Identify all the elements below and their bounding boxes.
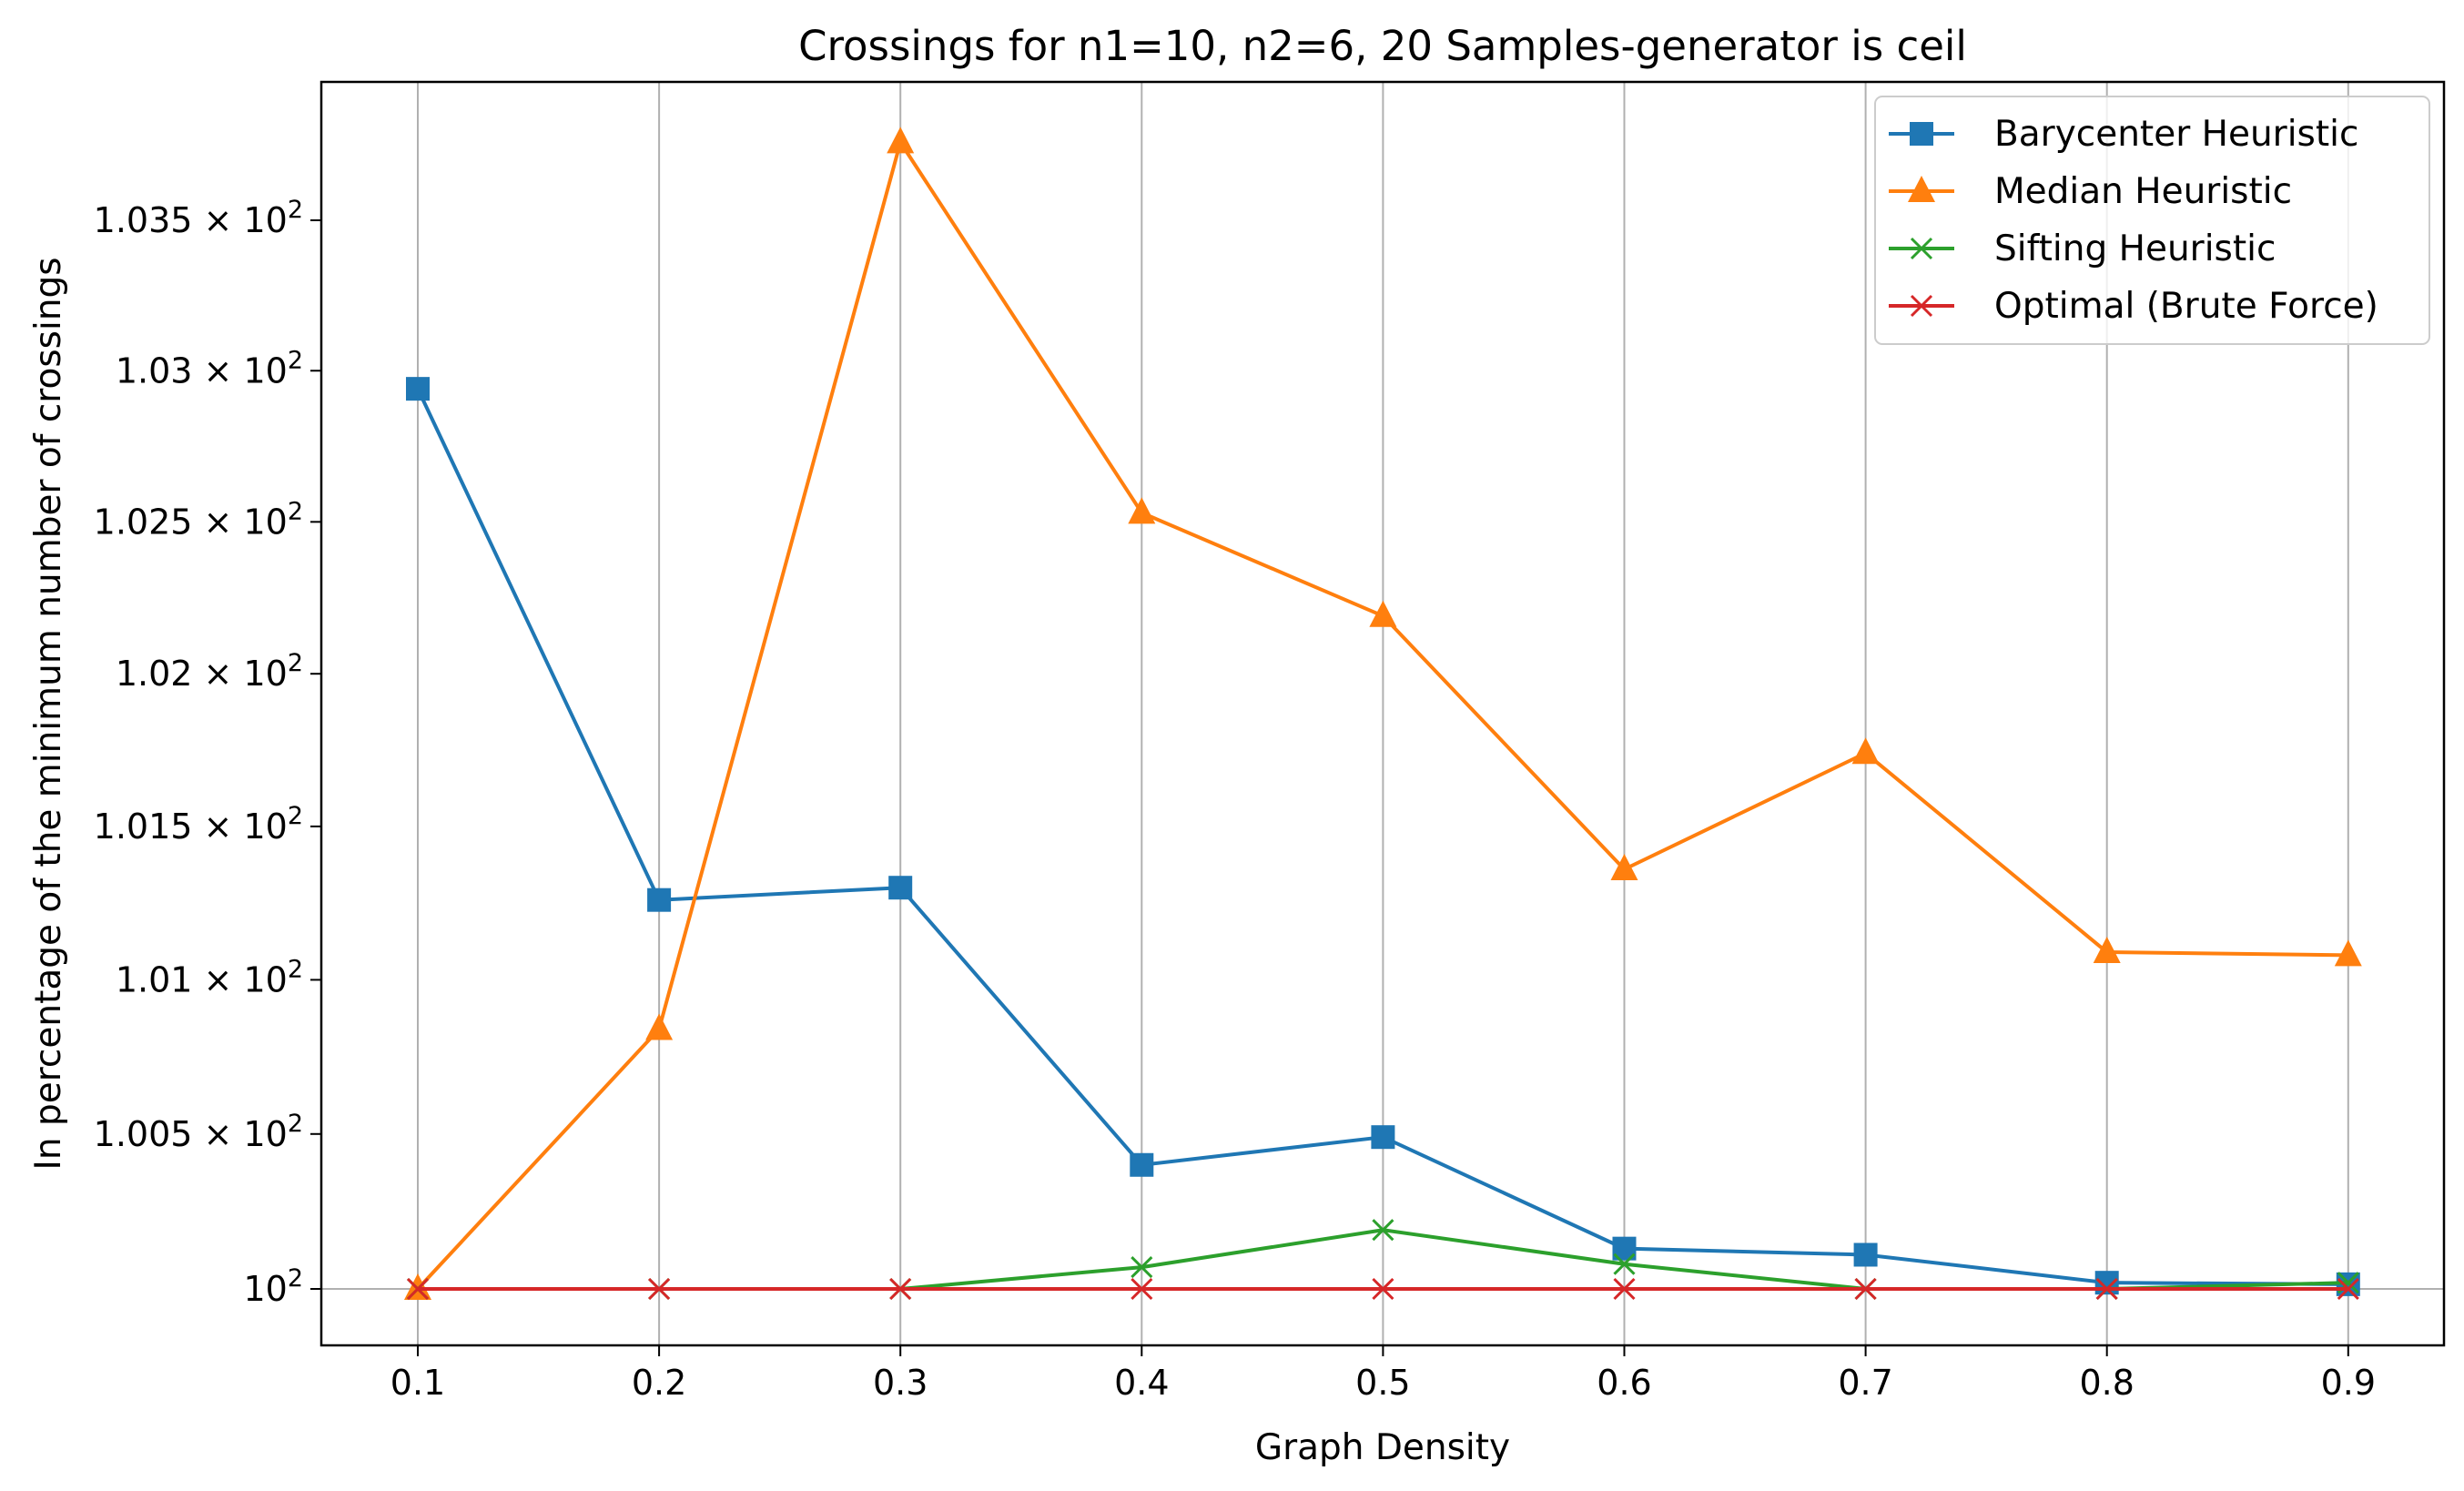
data-point [645,1013,674,1040]
legend-item: Sifting Heuristic [1889,228,2276,269]
data-point [1851,737,1880,765]
y-tick-label: 1.035 × 102 [94,196,303,240]
x-tick-label: 0.3 [873,1363,928,1403]
data-point [2095,1277,2118,1301]
data-point [1131,1277,1153,1301]
data-point [1131,1256,1153,1279]
data-point [2094,1271,2119,1295]
y-tick-label: 1.015 × 102 [94,802,303,847]
data-point [406,1277,430,1301]
legend-label: Median Heuristic [1994,171,2292,212]
data-point [889,1277,912,1301]
data-point [1854,1277,1877,1301]
data-point [1372,1277,1394,1301]
x-tick-label: 0.8 [2079,1363,2134,1403]
data-point [648,1277,671,1301]
series-3 [406,1277,2359,1301]
x-tick-label: 0.5 [1355,1363,1410,1403]
data-point [888,876,913,900]
data-point [1371,1125,1395,1150]
legend-label: Optimal (Brute Force) [1994,286,2378,327]
data-point [1372,1219,1394,1242]
x-tick-label: 0.7 [1838,1363,1892,1403]
data-point [2093,937,2121,964]
x-tick-label: 0.6 [1597,1363,1651,1403]
legend: Barycenter Heuristic Median Heuristic Sift… [1874,96,2430,345]
data-point [1613,1277,1636,1301]
legend-item: Barycenter Heuristic [1889,114,2358,155]
chart-title: Crossings for n1=10, n2=6, 20 Samples-ge… [798,22,1967,70]
y-tick-label: 1.01 × 102 [116,955,303,999]
data-point [406,377,430,401]
legend-label: Barycenter Heuristic [1994,114,2358,155]
y-tick-label: 1.03 × 102 [116,346,303,390]
legend-marker [1910,294,1933,318]
legend-item: Median Heuristic [1889,171,2292,212]
data-point [1853,1242,1878,1267]
y-tick-label: 1.005 × 102 [94,1110,303,1154]
legend-marker [1910,237,1933,260]
x-axis-label: Graph Density [1255,1427,1510,1468]
data-point [647,888,672,912]
x-tick-label: 0.2 [632,1363,686,1403]
x-tick-label: 0.1 [390,1363,445,1403]
series-layer [404,127,2362,1301]
data-point [1613,1253,1636,1275]
y-axis-label: In percentage of the minimum number of c… [28,257,69,1170]
y-tick-label: 1.02 × 102 [116,649,303,694]
x-tick-label: 0.4 [1114,1363,1169,1403]
legend-item: Optimal (Brute Force) [1889,286,2378,327]
x-axis-ticks: 0.1 0.2 0.3 0.4 0.5 0.6 0.7 0.8 0.9 [390,1345,2376,1403]
data-point [1610,854,1638,881]
data-point [1128,497,1156,524]
legend-marker [1910,122,1933,146]
y-axis-ticks: 102 1.005 × 102 1.01 × 102 1.015 × 102 1.02 … [94,196,321,1309]
data-point [1130,1152,1154,1177]
data-point [1369,600,1397,627]
data-point [2334,939,2362,967]
data-point [887,127,915,154]
series-1 [404,127,2362,1300]
x-tick-label: 0.9 [2321,1363,2376,1403]
y-tick-label: 1.025 × 102 [94,497,303,542]
data-point [2337,1277,2359,1301]
legend-label: Sifting Heuristic [1994,228,2276,269]
y-tick-label: 102 [243,1264,303,1309]
legend-box [1874,96,2430,345]
legend-marker [1908,176,1935,202]
data-point [404,1273,431,1300]
